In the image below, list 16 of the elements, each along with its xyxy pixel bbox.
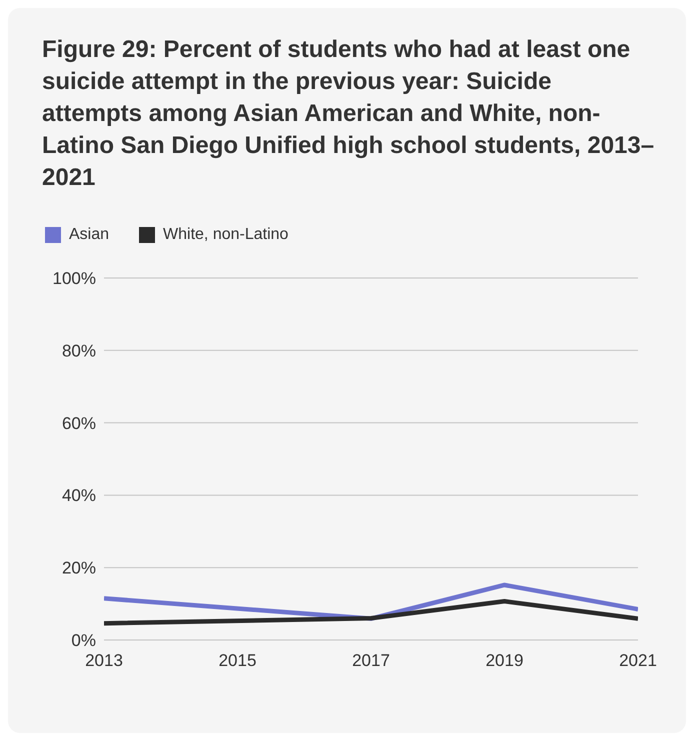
y-tick-label: 80% — [62, 341, 96, 360]
legend-label: White, non-Latino — [163, 226, 288, 244]
y-tick-label: 60% — [62, 414, 96, 433]
y-tick-label: 20% — [62, 558, 96, 578]
x-tick-label: 2013 — [85, 651, 123, 670]
chart-title: Figure 29: Percent of students who had at least one suicide attempt in the previous year: Suicide attempts among Asian American and White, non-Latino San Diego Unified high school students, 2013–2021 — [42, 35, 656, 193]
x-tick-label: 2017 — [352, 651, 390, 670]
x-tick-label: 2015 — [218, 651, 256, 670]
y-tick-label: 100% — [52, 269, 96, 288]
x-tick-label: 2021 — [619, 651, 657, 670]
line-series — [104, 599, 638, 626]
line-series — [104, 582, 638, 621]
y-tick-label: 0% — [71, 631, 96, 650]
legend-label: Asian — [69, 226, 110, 244]
y-tick-label: 40% — [62, 486, 96, 506]
x-tick-label: 2019 — [486, 651, 524, 670]
